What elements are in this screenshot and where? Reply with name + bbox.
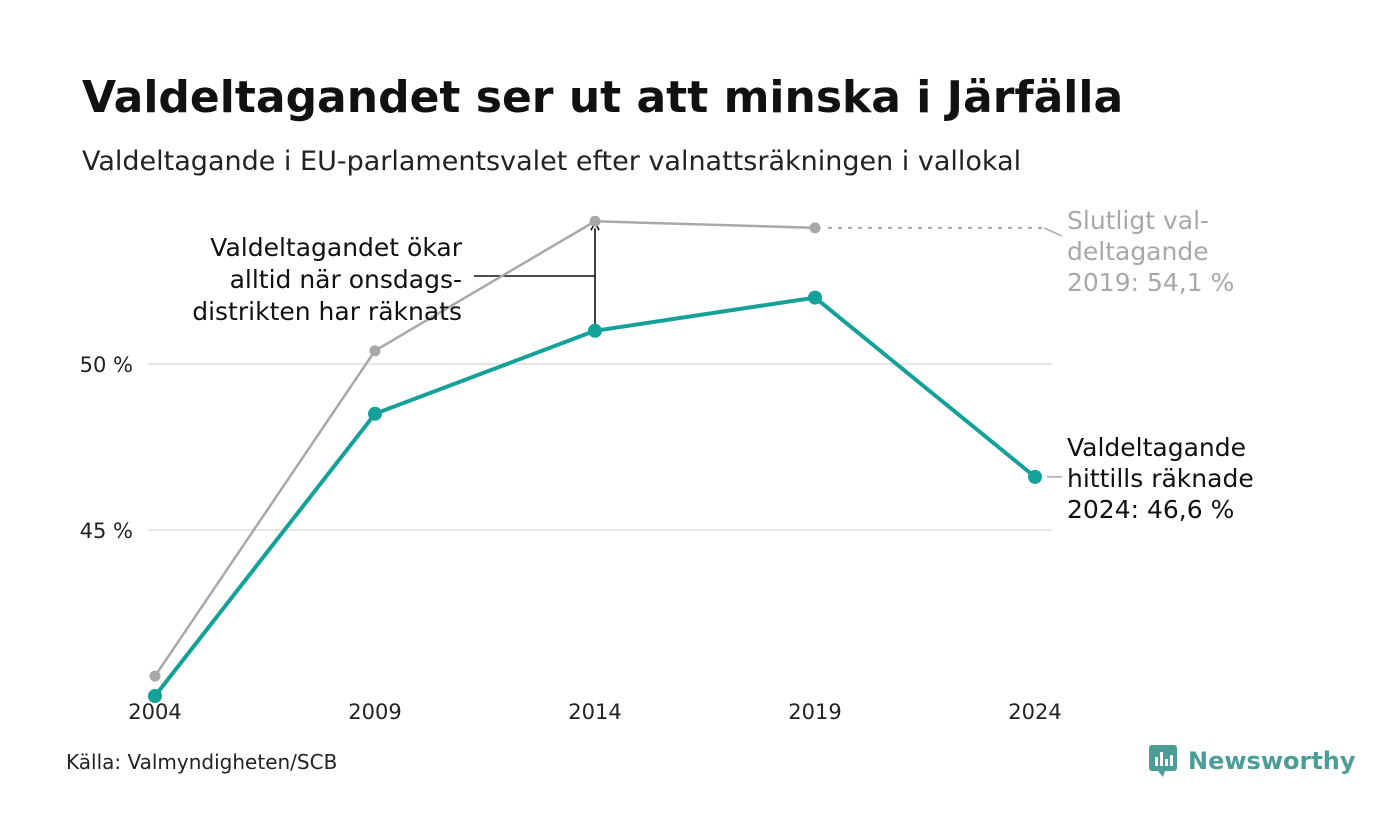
grid-layer — [148, 363, 1052, 531]
chart-subtitle: Valdeltagande i EU-parlamentsvalet efter… — [82, 146, 1022, 177]
final-note-leader — [1043, 227, 1063, 237]
source-note: Källa: Valmyndigheten/SCB — [66, 750, 338, 774]
data-point-final — [809, 222, 821, 234]
data-point-election_night — [148, 689, 162, 703]
data-point-final — [369, 345, 381, 357]
x-axis: 2004 2009 2014 2019 2024 — [128, 700, 1061, 724]
data-point-final — [149, 670, 161, 682]
annotation-leaders — [474, 220, 1063, 478]
current-annotation-line: Valdeltagande — [1067, 433, 1246, 462]
data-point-election_night — [588, 323, 602, 338]
y-axis: 45 % 50 % — [80, 353, 133, 543]
y-tick-label: 45 % — [80, 519, 133, 543]
data-point-election_night — [368, 406, 382, 421]
current-annotation: Valdeltagande hittills räknade 2024: 46,6 … — [1067, 433, 1254, 524]
current-annotation-line: hittills räknade — [1067, 464, 1254, 493]
series-layer — [148, 215, 1042, 703]
newsworthy-logo-icon — [1149, 745, 1177, 777]
data-point-election_night — [1028, 469, 1042, 484]
x-tick-label: 2004 — [128, 700, 181, 724]
gap-annotation-line: distrikten har räknats — [192, 297, 462, 326]
final-annotation: Slutligt val-deltagande 2019: 54,1 % — [1067, 206, 1234, 297]
series-line-final — [153, 219, 816, 677]
final-annotation-line: deltagande — [1067, 237, 1209, 266]
gap-annotation: Valdeltagandet ökar alltid när onsdags-di… — [192, 233, 462, 326]
x-tick-label: 2014 — [568, 700, 621, 724]
final-annotation-line: Slutligt val- — [1067, 206, 1209, 235]
current-annotation-line: 2024: 46,6 % — [1067, 495, 1234, 524]
annotation-texts: Valdeltagandet ökar alltid när onsdags-di… — [192, 206, 1253, 524]
data-point-election_night — [808, 290, 822, 305]
chart-title: Valdeltagandet ser ut att minska i Järfä… — [82, 72, 1124, 123]
brand-name: Newsworthy — [1188, 747, 1356, 775]
x-tick-label: 2024 — [1008, 700, 1061, 724]
gap-annotation-line: alltid när onsdags- — [230, 265, 462, 294]
brand-logo: Newsworthy — [1148, 744, 1356, 778]
y-tick-label: 50 % — [80, 353, 133, 377]
data-point-final — [589, 215, 601, 227]
gap-annotation-line: Valdeltagandet ökar — [210, 233, 462, 262]
x-tick-label: 2019 — [788, 700, 841, 724]
series-line-election_night — [153, 295, 1037, 698]
final-annotation-line: 2019: 54,1 % — [1067, 268, 1234, 297]
x-tick-label: 2009 — [348, 700, 401, 724]
